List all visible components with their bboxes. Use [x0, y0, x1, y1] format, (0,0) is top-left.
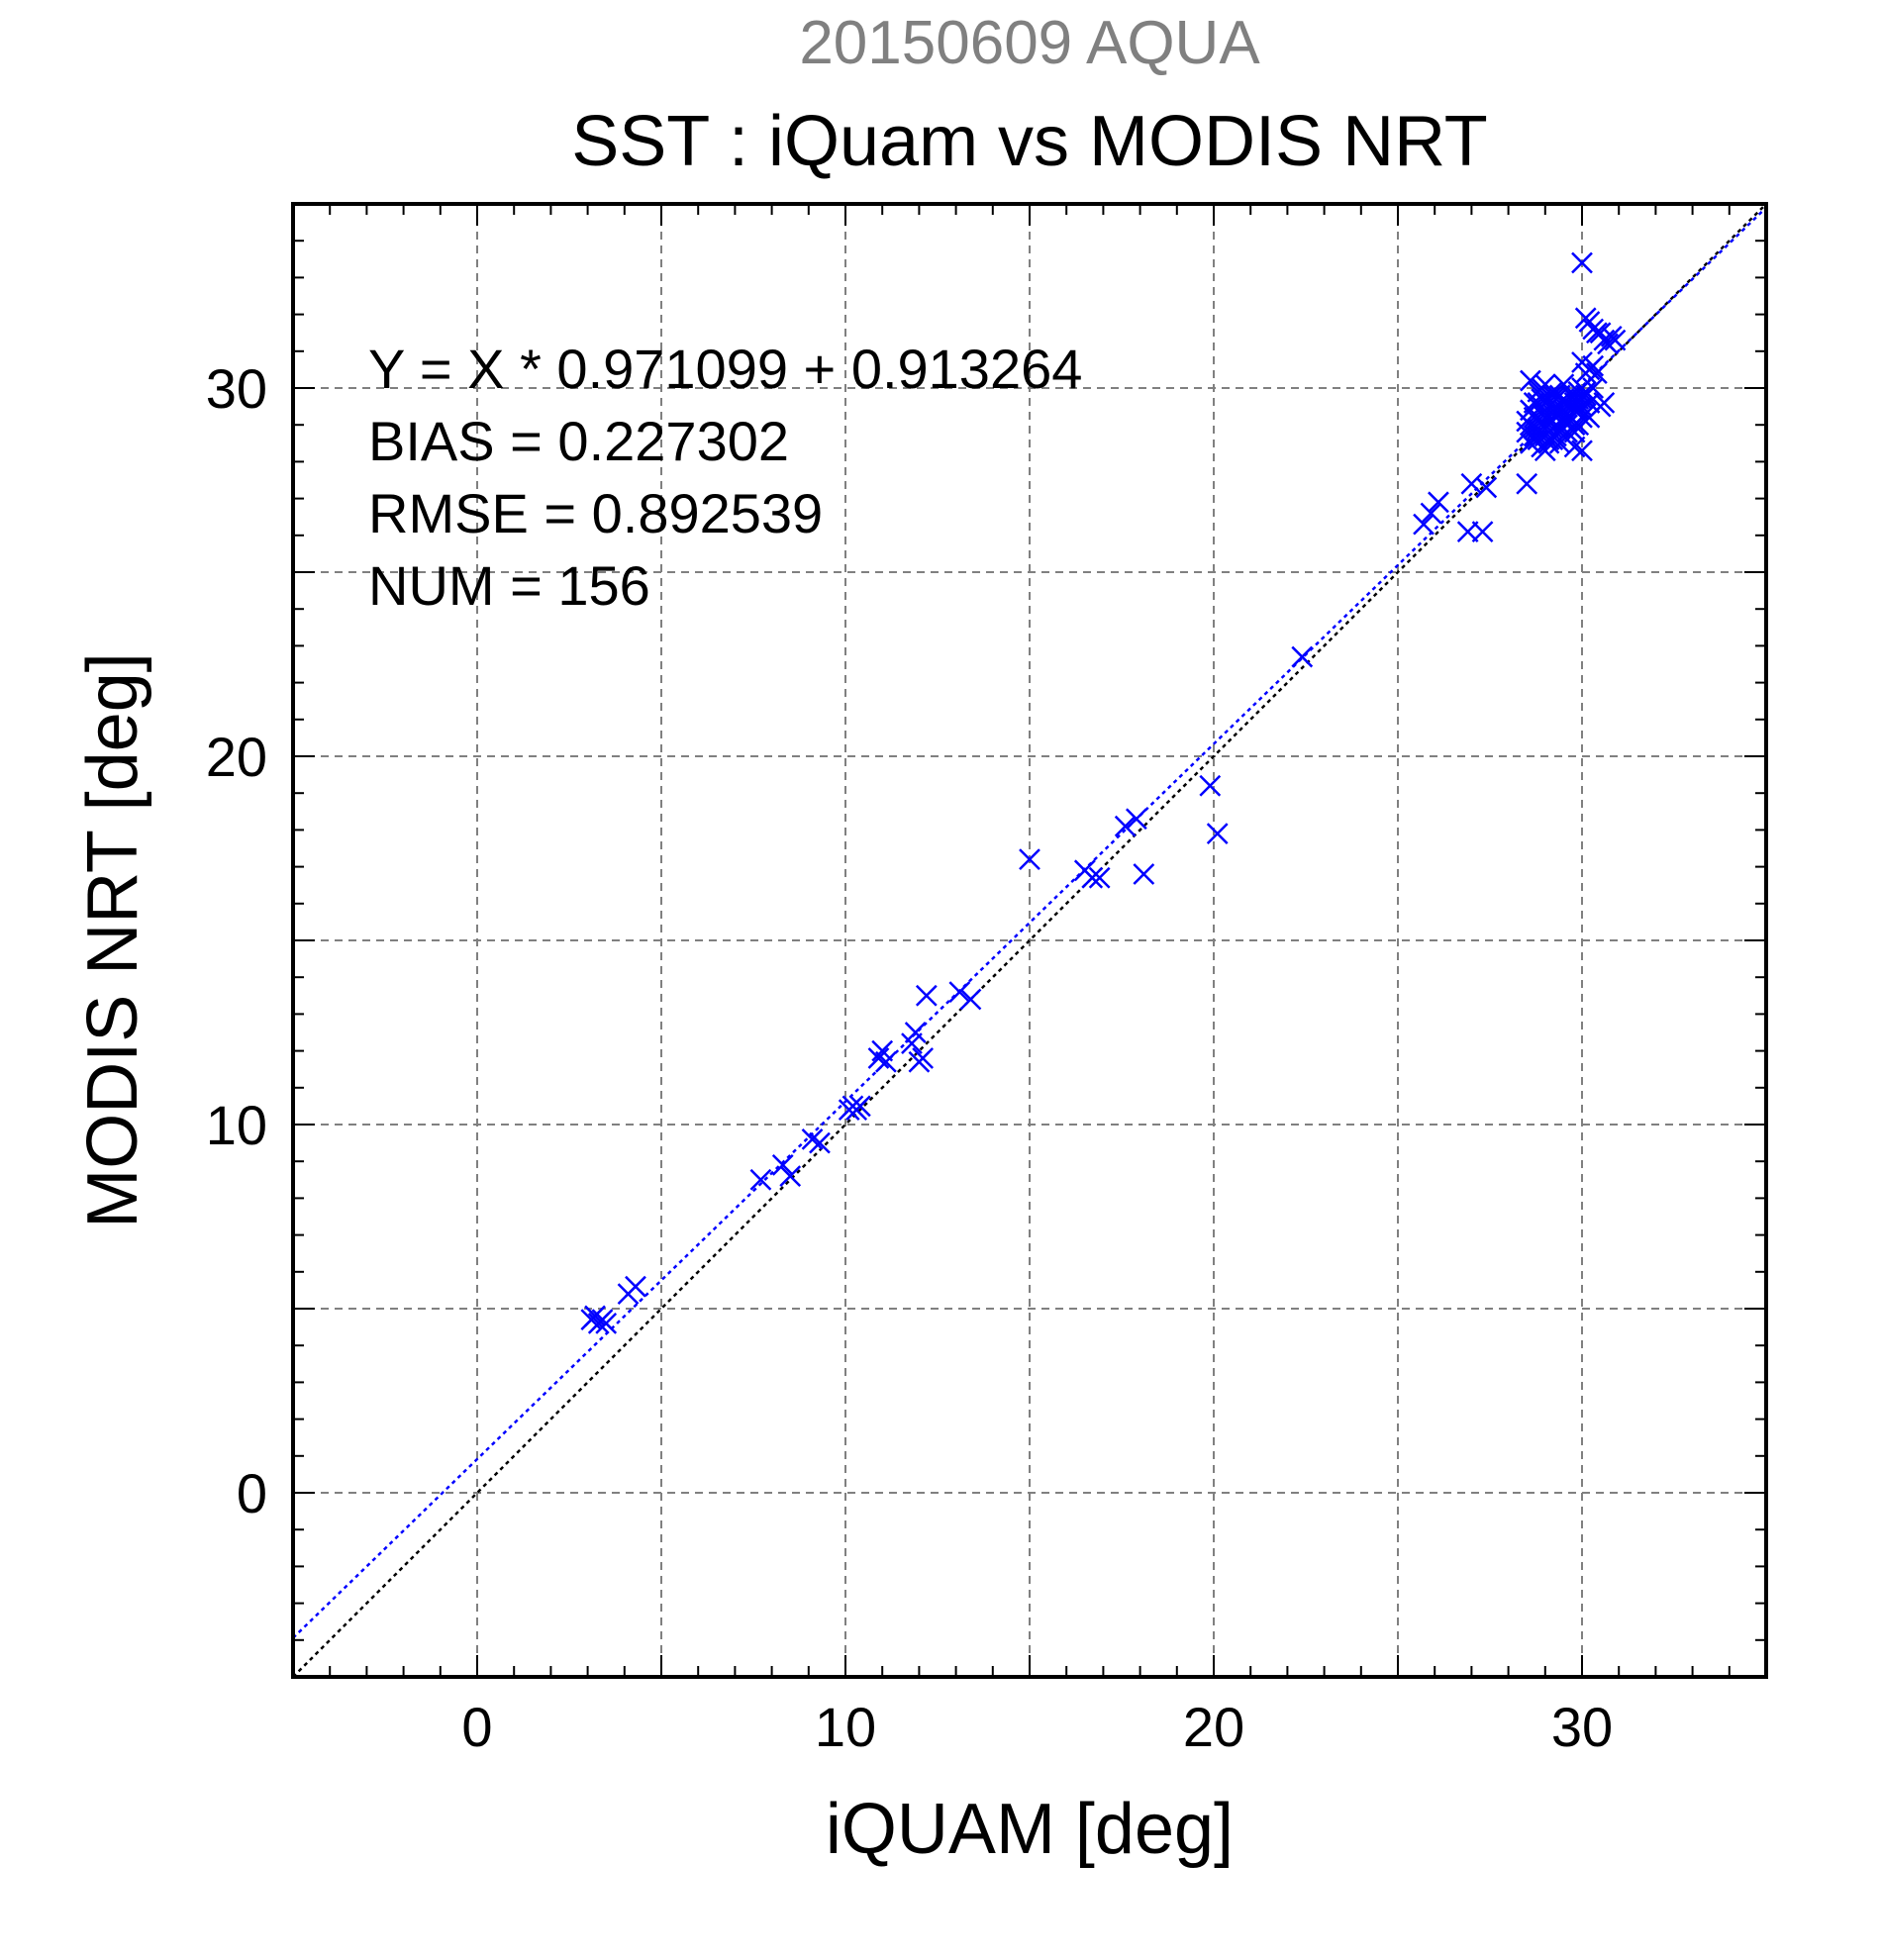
data-point	[1460, 472, 1483, 495]
data-point	[1475, 476, 1498, 499]
x-tick-label: 0	[461, 1696, 492, 1758]
data-point	[1516, 472, 1538, 495]
grid-lines	[293, 204, 1766, 1677]
reference-lines	[292, 203, 1767, 1678]
data-point	[749, 1168, 772, 1191]
data-point	[1420, 502, 1442, 525]
data-point	[1125, 808, 1147, 831]
data-point	[948, 981, 971, 1003]
y-tick-label: 0	[237, 1462, 267, 1524]
data-point	[1081, 866, 1104, 889]
data-point	[1133, 863, 1155, 885]
data-point	[595, 1312, 618, 1334]
x-tick-label: 20	[1183, 1696, 1244, 1758]
data-point	[1556, 421, 1579, 443]
data-point	[809, 1131, 831, 1154]
data-point	[801, 1127, 824, 1150]
data-point	[875, 1050, 897, 1073]
data-point	[1520, 369, 1541, 392]
data-point	[1471, 521, 1494, 542]
x-axis-label: iQUAM [deg]	[826, 1790, 1234, 1869]
bias-value: BIAS = 0.227302	[368, 410, 789, 472]
data-point	[1597, 333, 1619, 355]
x-tick-label: 10	[815, 1696, 876, 1758]
data-point	[1571, 251, 1593, 274]
data-point	[1604, 329, 1627, 351]
data-point	[904, 1022, 927, 1043]
data-points	[580, 251, 1627, 1334]
data-point	[625, 1275, 646, 1298]
regression-equation: Y = X * 0.971099 + 0.913264	[368, 338, 1082, 400]
data-point	[779, 1165, 802, 1187]
y-tick-label: 20	[206, 726, 267, 788]
y-axis-label: MODIS NRT [deg]	[73, 652, 152, 1228]
identity-line	[292, 203, 1767, 1678]
y-tick-label: 10	[206, 1094, 267, 1156]
y-tick-label: 30	[206, 357, 267, 420]
chart-supertitle: 20150609 AQUA	[799, 9, 1260, 77]
x-tick-label: 30	[1551, 1696, 1613, 1758]
data-point	[1291, 645, 1314, 668]
data-point	[1582, 354, 1605, 377]
regression-line	[292, 206, 1767, 1639]
data-point	[1199, 774, 1222, 797]
stats-annotation: Y = X * 0.971099 + 0.913264 BIAS = 0.227…	[368, 338, 1082, 617]
data-point	[584, 1305, 606, 1327]
data-point	[1534, 414, 1556, 437]
data-point	[1567, 399, 1590, 422]
data-point	[848, 1095, 871, 1118]
tick-labels: 0 10 20 30 0 10 20 30	[206, 357, 1613, 1758]
data-point	[1571, 440, 1593, 462]
data-point	[912, 1047, 935, 1069]
plot-frame	[291, 202, 1768, 1679]
data-point	[1563, 436, 1586, 458]
data-point	[1545, 384, 1567, 407]
data-point	[1582, 377, 1605, 399]
rmse-value: RMSE = 0.892539	[368, 482, 823, 544]
data-point	[771, 1154, 794, 1176]
data-point	[1088, 866, 1111, 889]
data-point	[1114, 815, 1137, 837]
data-point	[1593, 391, 1616, 414]
data-point	[1428, 491, 1449, 514]
data-point	[915, 984, 938, 1007]
data-point	[1585, 362, 1608, 385]
chart-title: SST : iQuam vs MODIS NRT	[571, 102, 1488, 181]
data-point	[1206, 823, 1229, 845]
data-point	[959, 988, 982, 1011]
data-point	[1413, 513, 1435, 536]
data-point	[1541, 418, 1564, 440]
num-value: NUM = 156	[368, 554, 650, 617]
data-point	[1019, 848, 1040, 871]
data-point	[867, 1047, 890, 1069]
data-point	[1552, 388, 1575, 411]
